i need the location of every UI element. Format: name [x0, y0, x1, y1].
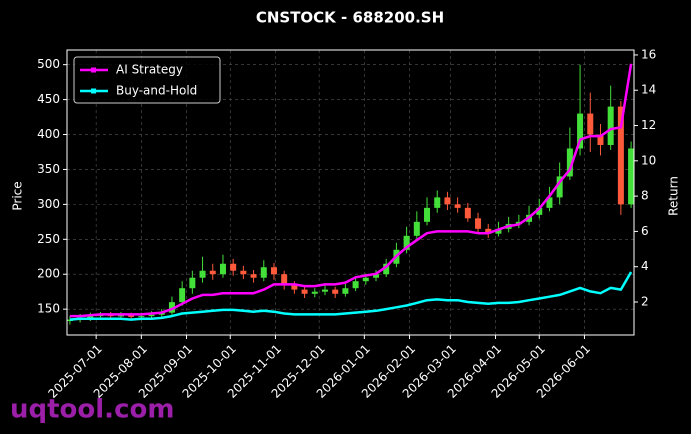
candle-body: [240, 270, 247, 275]
candle-body: [260, 267, 267, 278]
candle-body: [250, 274, 257, 278]
candle-body: [219, 263, 226, 275]
candle-body: [148, 314, 155, 317]
y2-tick-label: 14: [641, 83, 656, 97]
candle-body: [556, 176, 563, 198]
y2-tick-label: 4: [641, 259, 649, 273]
y2-tick-label: 10: [641, 153, 656, 167]
legend-box: [73, 56, 221, 104]
candle-body: [199, 270, 206, 278]
candle-body: [66, 319, 73, 322]
candle-body: [628, 148, 635, 205]
candle-body: [607, 106, 614, 145]
candle-body: [270, 267, 277, 275]
y-tick-label: 450: [37, 92, 60, 106]
candle-body: [189, 277, 196, 289]
candle-body: [434, 197, 441, 208]
candle-body: [362, 277, 369, 282]
candle-body: [403, 235, 410, 250]
candle-body: [138, 316, 145, 318]
candle-body: [536, 207, 543, 215]
candle-body: [117, 315, 124, 317]
candle-body: [464, 207, 471, 219]
candle-body: [342, 288, 349, 294]
y2-tick-label: 6: [641, 224, 649, 238]
candle-body: [515, 221, 522, 224]
candle-body: [321, 289, 328, 292]
y-tick-label: 500: [37, 57, 60, 71]
candle-body: [291, 284, 298, 290]
y-tick-label: 400: [37, 127, 60, 141]
legend-marker: [91, 67, 96, 73]
y-axis-label: Price: [11, 181, 25, 210]
candle-body: [546, 197, 553, 208]
candle-body: [301, 289, 308, 294]
candle-body: [587, 113, 594, 135]
candle-body: [87, 316, 94, 318]
y-tick-label: 350: [37, 162, 60, 176]
candle-body: [373, 274, 380, 278]
y-tick-label: 150: [37, 302, 60, 316]
series-line: [69, 271, 633, 321]
plot-frame: [66, 49, 635, 336]
candle-body: [475, 218, 482, 229]
candle-body: [209, 270, 216, 275]
candle-body: [454, 204, 461, 208]
y-tick-label: 250: [37, 232, 60, 246]
candle-body: [485, 228, 492, 234]
legend-label: Buy-and-Hold: [116, 84, 197, 98]
legend-label: AI Strategy: [116, 63, 183, 77]
y2-tick-label: 8: [641, 189, 649, 203]
candle-body: [577, 113, 584, 149]
series-line: [69, 63, 633, 318]
y2-tick-label: 2: [641, 295, 649, 309]
candle-body: [617, 106, 624, 205]
chart-title: CNSTOCK - 688200.SH: [256, 9, 444, 27]
candle-body: [424, 207, 431, 222]
y2-tick-label: 12: [641, 118, 656, 132]
y-tick-label: 200: [37, 267, 60, 281]
candle-body: [383, 263, 390, 275]
candle-body: [352, 281, 359, 289]
candle-body: [332, 289, 339, 294]
candle-body: [179, 288, 186, 303]
y-tick-label: 300: [37, 197, 60, 211]
watermark: uqtool.com: [10, 395, 174, 425]
candle-body: [168, 302, 175, 313]
y2-axis-label: Return: [667, 176, 681, 216]
candle-body: [413, 221, 420, 236]
candle-body: [281, 274, 288, 285]
candle-body: [566, 148, 573, 177]
y2-tick-label: 16: [641, 47, 656, 61]
candle-body: [444, 197, 451, 205]
candle-body: [128, 315, 135, 317]
candle-body: [311, 291, 318, 294]
legend-marker: [91, 88, 96, 94]
candle-body: [230, 263, 237, 271]
candle-body: [495, 228, 502, 234]
candle-body: [597, 134, 604, 145]
